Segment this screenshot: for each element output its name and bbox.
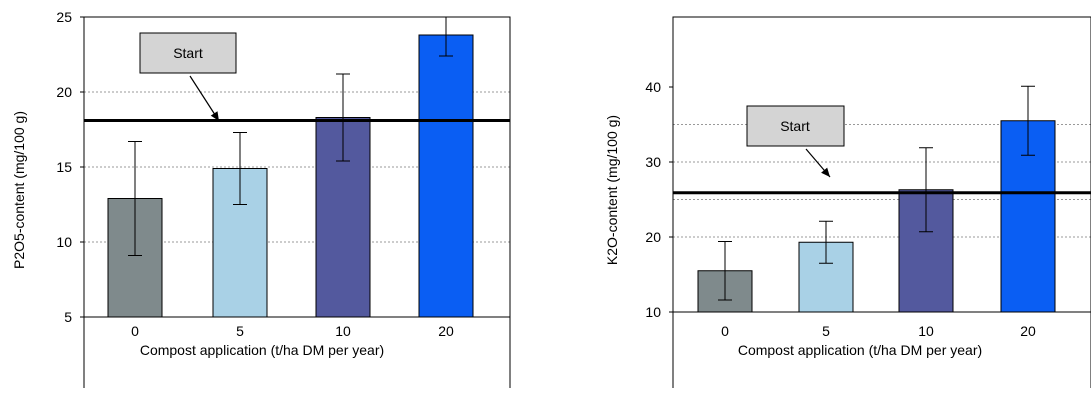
- error-bar-20: [439, 16, 453, 57]
- category-label: 0: [721, 323, 729, 339]
- error-bar-20: [1021, 85, 1035, 156]
- category-label: 10: [335, 323, 351, 339]
- start-arrow: [189, 75, 220, 122]
- error-bar-10: [919, 147, 933, 233]
- plot-frame: [672, 16, 1091, 388]
- error-bar-0: [718, 241, 732, 301]
- start-callout-box: [746, 105, 845, 147]
- start-arrow: [805, 148, 831, 178]
- k2o-chart: 10 20 30 40 0 5 10 20 Start K2O-content (mg/100 g…: [604, 16, 1091, 388]
- y-axis-label: P2O5-content (mg/100 g): [11, 111, 27, 269]
- y-tick-label: 25: [56, 9, 72, 25]
- category-label: 10: [918, 323, 934, 339]
- error-bar-5: [233, 132, 247, 205]
- y-tick-label: 15: [56, 159, 72, 175]
- start-callout-box: [139, 32, 237, 74]
- category-label: 0: [131, 323, 139, 339]
- y-axis-label: K2O-content (mg/100 g): [604, 115, 620, 265]
- error-bar-5: [819, 220, 833, 264]
- error-bar-0: [128, 141, 142, 256]
- y-tick-label: 40: [645, 79, 661, 95]
- error-bar-10: [336, 73, 350, 162]
- bar-20: [418, 34, 474, 318]
- category-label: 5: [236, 323, 244, 339]
- y-tick-label: 20: [56, 84, 72, 100]
- y-tick-label: 10: [56, 234, 72, 250]
- plot-frame: [83, 16, 511, 388]
- start-label: Start: [173, 45, 203, 61]
- y-tick-label: 5: [64, 309, 72, 325]
- y-tick-label: 20: [645, 229, 661, 245]
- category-label: 5: [822, 323, 830, 339]
- x-axis-label: Compost application (t/ha DM per year): [140, 342, 384, 358]
- p2o5-chart: 5 10 15 20 25 0 5 10 20 Start P2O5-content (mg/100…: [11, 9, 511, 388]
- start-label: Start: [780, 118, 810, 134]
- x-axis-label: Compost application (t/ha DM per year): [738, 342, 982, 358]
- category-label: 20: [438, 323, 454, 339]
- category-label: 20: [1020, 323, 1036, 339]
- y-tick-label: 30: [645, 154, 661, 170]
- y-tick-label: 10: [645, 304, 661, 320]
